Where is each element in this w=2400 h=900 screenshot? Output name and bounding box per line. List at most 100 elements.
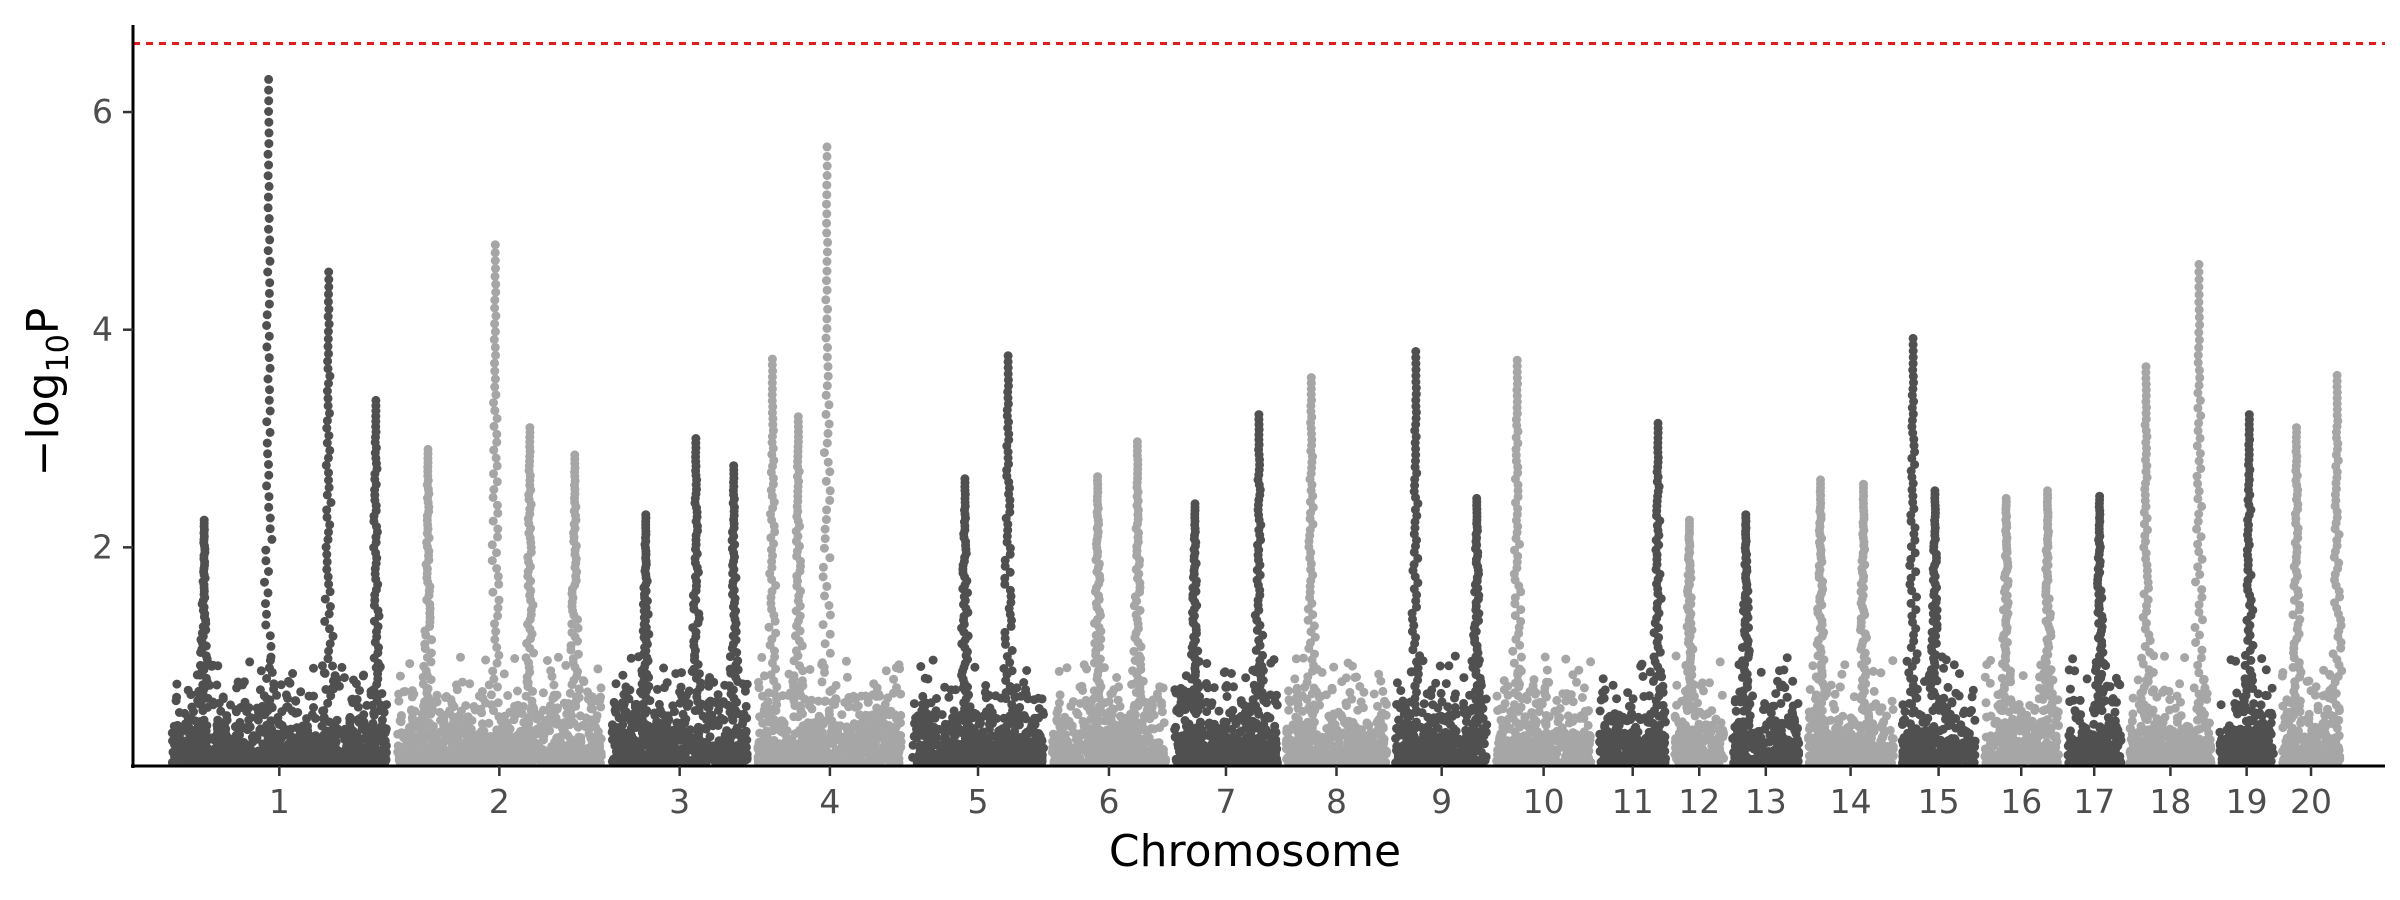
snp-point [195, 660, 205, 670]
snp-point [490, 327, 500, 337]
snp-point [283, 676, 293, 686]
snp-point [195, 724, 205, 733]
snp-point [261, 545, 271, 555]
snp-point [868, 752, 878, 762]
snp-point [1105, 717, 1115, 727]
snp-point [549, 680, 559, 690]
snp-point [822, 151, 832, 161]
snp-point [512, 738, 522, 748]
snp-point [552, 719, 562, 729]
snp-point [263, 203, 273, 213]
snp-point [277, 753, 287, 763]
snp-point [265, 385, 274, 395]
snp-point [583, 743, 593, 753]
snp-point [503, 691, 513, 700]
snp-point [651, 725, 661, 735]
snp-point [574, 684, 584, 694]
snp-point [611, 679, 621, 689]
snp-point [1096, 728, 1106, 737]
snp-point [492, 461, 502, 471]
snp-point [276, 730, 286, 740]
snp-point [251, 732, 261, 742]
snp-point [554, 739, 564, 749]
snp-point [912, 733, 922, 743]
snp-point [1006, 756, 1016, 766]
snp-point [521, 691, 531, 701]
snp-point [317, 721, 327, 731]
snp-point [822, 314, 832, 324]
snp-point [304, 730, 314, 740]
snp-point [324, 483, 334, 493]
snp-point [381, 741, 391, 751]
snp-point [285, 730, 295, 740]
snp-point [491, 279, 501, 289]
snp-point [372, 695, 382, 705]
snp-point [596, 683, 606, 693]
snp-point [400, 687, 410, 696]
snp-point [682, 701, 692, 711]
snp-point [324, 468, 333, 478]
snp-point [281, 690, 291, 700]
snp-point [449, 702, 459, 711]
snp-point [692, 743, 702, 753]
snp-point [563, 731, 573, 740]
snp-point [871, 714, 881, 724]
snp-point [742, 753, 752, 763]
snp-point [457, 677, 467, 687]
snp-point [562, 741, 572, 751]
snp-point [323, 572, 333, 582]
snp-point [309, 703, 318, 712]
snp-point [492, 548, 501, 558]
snp-point [1090, 753, 1100, 763]
snp-point [821, 476, 831, 486]
snp-point [932, 694, 941, 703]
snp-point [491, 627, 501, 637]
snp-point [263, 149, 273, 159]
snp-point [327, 725, 337, 735]
snp-point [265, 513, 275, 523]
snp-point [437, 738, 447, 747]
snp-point [418, 679, 428, 689]
snp-point [560, 718, 570, 727]
snp-point [783, 745, 792, 755]
snp-point [825, 553, 835, 563]
snp-point [171, 696, 181, 706]
snp-point [1158, 745, 1168, 754]
snp-point [1037, 694, 1047, 704]
snp-point [327, 753, 337, 763]
snp-point [328, 676, 338, 686]
snp-point [216, 706, 226, 716]
snp-point [610, 734, 620, 744]
snp-point [493, 532, 502, 542]
snp-point [490, 635, 500, 644]
snp-point [265, 524, 275, 534]
snp-point [918, 691, 928, 701]
snp-point [352, 694, 362, 704]
snp-point [767, 354, 777, 364]
snp-point [825, 610, 835, 620]
snp-point [757, 652, 767, 662]
snp-point [264, 299, 274, 309]
snp-point [981, 752, 991, 762]
snp-point [545, 703, 555, 713]
snp-point [855, 719, 865, 729]
snp-point [322, 386, 332, 396]
snp-point [324, 579, 334, 589]
snp-point [323, 297, 333, 307]
snp-point [206, 733, 216, 743]
snp-point [262, 609, 271, 619]
snp-point [491, 311, 501, 321]
snp-point [566, 641, 576, 651]
snp-point [492, 429, 502, 439]
snp-point [492, 564, 502, 573]
chromosome-6-points [1047, 437, 1170, 768]
snp-point [548, 694, 558, 704]
snp-point [768, 716, 778, 726]
snp-point [574, 693, 584, 703]
snp-point [615, 756, 625, 766]
snp-point [822, 190, 832, 200]
snp-point [1035, 731, 1045, 741]
snp-point [588, 717, 598, 726]
snp-point [573, 623, 583, 633]
snp-point [542, 757, 552, 767]
